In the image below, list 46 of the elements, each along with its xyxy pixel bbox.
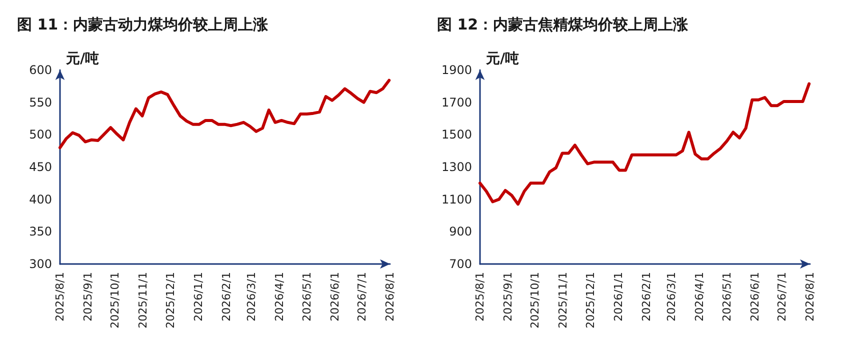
x-tick-label: 2026/6/1 xyxy=(748,272,762,322)
line-series xyxy=(478,82,811,206)
x-tick-label: 2026/8/1 xyxy=(804,272,816,322)
chart-title: 图 12：内蒙古焦精煤均价较上周上涨 xyxy=(437,16,690,34)
y-tick-label: 1700 xyxy=(441,95,472,110)
x-tick-label: 2026/6/1 xyxy=(328,272,342,322)
y-tick-label: 300 xyxy=(29,257,52,271)
x-tick-label: 2025/11/1 xyxy=(556,272,570,328)
x-tick-label: 2026/5/1 xyxy=(720,272,734,322)
x-tick-label: 2025/8/1 xyxy=(474,272,486,322)
y-axis-title: 元/吨 xyxy=(485,51,520,67)
x-tick-label: 2026/5/1 xyxy=(300,272,314,322)
y-tick-label: 1300 xyxy=(441,160,472,174)
y-tick-label: 350 xyxy=(29,224,52,239)
x-tick-label: 2026/7/1 xyxy=(775,272,788,322)
x-tick-label: 2026/1/1 xyxy=(612,272,625,322)
x-tick-label: 2026/2/1 xyxy=(640,272,653,322)
x-tick-label: 2025/10/1 xyxy=(528,272,542,328)
x-tick-label: 2026/2/1 xyxy=(220,272,233,322)
y-tick-label: 1100 xyxy=(441,192,472,206)
y-tick-label: 600 xyxy=(29,63,52,77)
y-tick-label: 900 xyxy=(449,224,472,239)
x-tick-label: 2026/1/1 xyxy=(192,272,205,322)
y-tick-label: 550 xyxy=(29,95,52,110)
x-tick-label: 2025/12/1 xyxy=(584,272,597,328)
x-tick-label: 2025/9/1 xyxy=(502,272,515,322)
x-tick-label: 2025/10/1 xyxy=(108,272,122,328)
y-tick-label: 450 xyxy=(29,160,52,174)
x-tick-label: 2026/8/1 xyxy=(384,272,396,322)
x-tick-label: 2026/4/1 xyxy=(273,272,286,322)
x-tick-label: 2025/8/1 xyxy=(54,272,66,322)
x-tick-label: 2025/11/1 xyxy=(136,272,150,328)
y-tick-label: 400 xyxy=(29,192,52,206)
x-tick-label: 2026/7/1 xyxy=(355,272,368,322)
chart-title: 图 11：内蒙古动力煤均价较上周上涨 xyxy=(17,16,270,34)
x-tick-label: 2026/3/1 xyxy=(245,272,258,322)
y-tick-label: 700 xyxy=(449,257,472,271)
x-tick-label: 2026/3/1 xyxy=(665,272,678,322)
y-axis-title: 元/吨 xyxy=(65,51,100,67)
y-tick-label: 1900 xyxy=(441,63,472,77)
line-series xyxy=(58,78,391,150)
x-tick-label: 2025/12/1 xyxy=(164,272,177,328)
x-tick-label: 2025/9/1 xyxy=(82,272,95,322)
y-tick-label: 500 xyxy=(29,128,52,142)
y-tick-label: 1500 xyxy=(441,128,472,142)
x-tick-label: 2026/4/1 xyxy=(693,272,706,322)
